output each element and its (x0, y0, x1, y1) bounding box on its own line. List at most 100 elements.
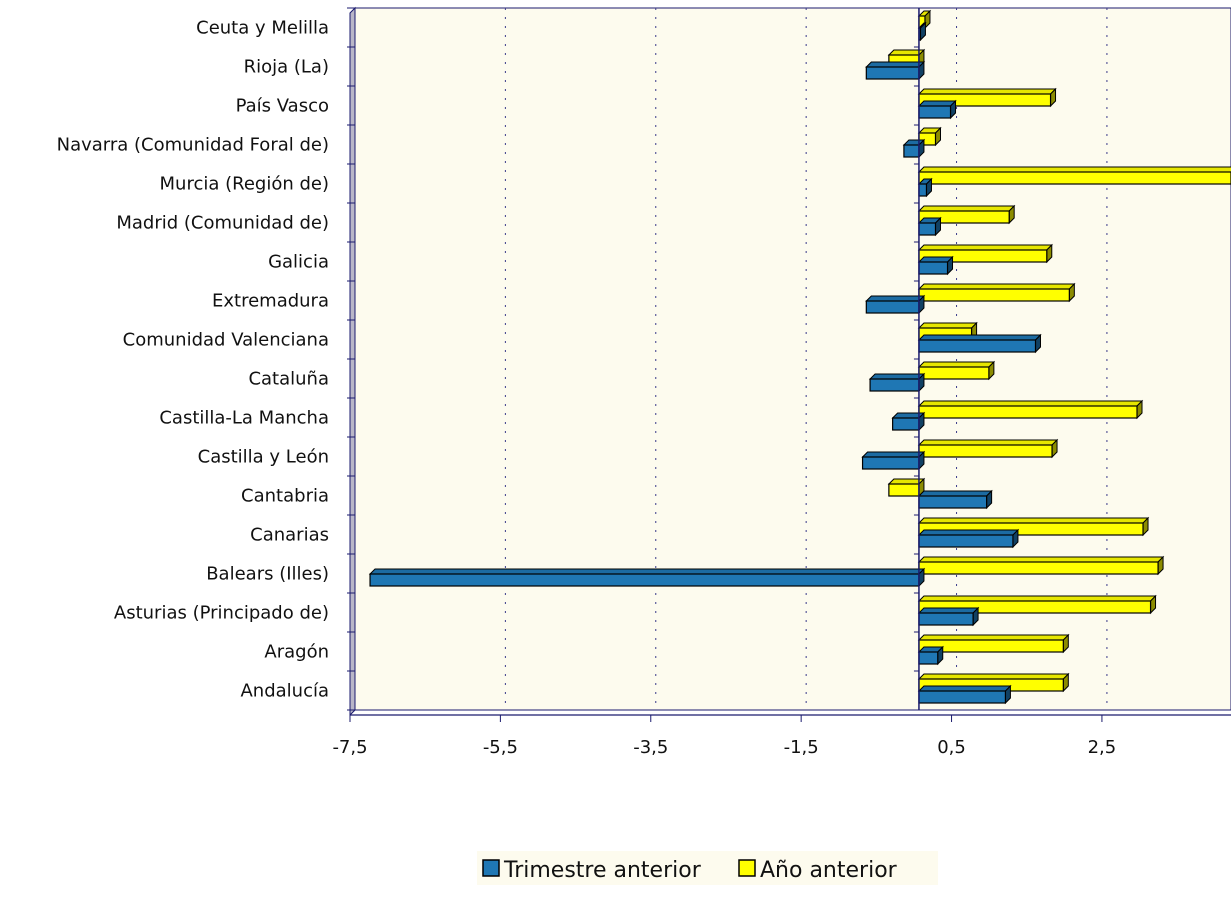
bar-ano-anterior (917, 399, 1144, 420)
bar-ano-anterior-top (917, 283, 1076, 290)
category-label: Castilla y León (198, 447, 329, 468)
bar-trimestre-anterior-top (917, 256, 954, 263)
bar-ano-anterior-front (918, 366, 990, 380)
bar-ano-anterior-top (917, 439, 1059, 446)
bar-trimestre-anterior (917, 21, 927, 42)
bar-trimestre-anterior-front (918, 534, 1014, 548)
bar-ano-anterior (917, 555, 1165, 576)
category-label: Murcia (Región de) (160, 174, 329, 195)
bar-ano-anterior-top (917, 400, 1144, 407)
category-label: País Vasco (236, 96, 329, 117)
bar-trimestre-anterior (917, 255, 954, 276)
bar-ano-anterior-top (917, 634, 1070, 641)
bar-trimestre-anterior-top (865, 61, 926, 68)
bar-trimestre-anterior (891, 411, 926, 432)
bar-trimestre-anterior-front (918, 495, 988, 509)
category-label: Andalucía (240, 681, 329, 702)
bar-ano-anterior-top (917, 595, 1157, 602)
bar-trimestre-anterior-top (865, 295, 926, 302)
legend-box (477, 851, 938, 885)
bar-trimestre-anterior (368, 567, 926, 588)
bar-trimestre-anterior-top (917, 529, 1020, 536)
bar-ano-anterior (917, 126, 942, 147)
bar-ano-anterior-top (917, 361, 996, 368)
bar-trimestre-anterior (865, 60, 926, 81)
bar-trimestre-anterior (917, 333, 1042, 354)
bar-ano-anterior-top (917, 673, 1070, 680)
legend-swatch-ano (738, 859, 756, 877)
category-label: Cantabria (241, 486, 329, 507)
legend: Trimestre anterior Año anterior (477, 851, 938, 885)
x-tick-label: -7,5 (332, 737, 367, 758)
legend-label-ano: Año anterior (760, 858, 898, 883)
legend-label-trimestre: Trimestre anterior (503, 858, 702, 883)
x-tick-label: 0,5 (937, 737, 966, 758)
bar-ano-anterior-top (917, 556, 1165, 563)
category-label: Cataluña (248, 369, 329, 390)
bar-trimestre-anterior-top (868, 373, 926, 380)
bar-trimestre-anterior-front (918, 261, 949, 275)
bar-ano-anterior (917, 438, 1059, 459)
bar-ano-anterior (917, 633, 1070, 654)
bar-trimestre-anterior-top (917, 490, 993, 497)
bar-trimestre-anterior (917, 99, 957, 120)
bar-trimestre-anterior-front (865, 300, 920, 314)
category-label: Navarra (Comunidad Foral de) (57, 135, 329, 156)
plot-side-wall (349, 6, 356, 717)
x-tick-label: 2,5 (1088, 737, 1117, 758)
bar-ano-anterior (917, 204, 1016, 225)
category-label: Madrid (Comunidad de) (116, 213, 329, 234)
bar-ano-anterior-top (917, 166, 1231, 173)
bar-trimestre-anterior-top (368, 568, 926, 575)
legend-swatch-trimestre (482, 859, 500, 877)
bar-trimestre-anterior-top (917, 100, 957, 107)
bar-trimestre-anterior-front (865, 66, 920, 80)
bar-ano-anterior-front (918, 288, 1070, 302)
bar-ano-anterior-front (918, 171, 1231, 185)
bar-trimestre-anterior-front (861, 456, 920, 470)
category-label: Balears (Illes) (206, 564, 329, 585)
category-label: Rioja (La) (244, 57, 329, 78)
category-label: Canarias (250, 525, 329, 546)
bar-trimestre-anterior-front (918, 612, 974, 626)
bar-trimestre-anterior-front (918, 222, 937, 236)
bar-trimestre-anterior (902, 138, 926, 159)
bar-trimestre-anterior-top (917, 685, 1012, 692)
category-label: Ceuta y Melilla (196, 18, 329, 39)
bar-ano-anterior (917, 166, 1231, 186)
category-label: Comunidad Valenciana (123, 330, 329, 351)
bar-ano-anterior-front (918, 444, 1053, 458)
category-label: Aragón (264, 642, 329, 663)
bar-ano-anterior-top (917, 205, 1016, 212)
bar-ano-anterior-top (917, 244, 1053, 251)
bar-trimestre-anterior (917, 645, 944, 666)
bar-trimestre-anterior (917, 177, 933, 198)
bar-ano-anterior-front (918, 405, 1138, 419)
category-label: Castilla-La Mancha (159, 408, 329, 429)
bar-ano-anterior (917, 282, 1076, 303)
bar-ano-anterior (917, 360, 996, 381)
bar-trimestre-anterior (861, 450, 926, 471)
plot-area (354, 7, 1231, 711)
bar-trimestre-anterior-top (917, 607, 980, 614)
bar-trimestre-anterior (917, 684, 1012, 705)
category-label: Galicia (268, 252, 329, 273)
bar-trimestre-anterior-front (918, 183, 928, 197)
bar-trimestre-anterior-top (861, 451, 926, 458)
bar-ano-anterior-front (918, 561, 1159, 575)
bar-trimestre-anterior-front (918, 690, 1007, 704)
bar-ano-anterior-top (917, 322, 978, 329)
bar-trimestre-anterior-front (903, 144, 920, 158)
bar-ano-anterior-front (888, 483, 920, 497)
x-tick-label: -1,5 (784, 737, 819, 758)
bar-trimestre-anterior-top (917, 334, 1042, 341)
bar-trimestre-anterior-front (918, 651, 939, 665)
category-label: Asturias (Principado de) (114, 603, 329, 624)
bar-trimestre-anterior (917, 528, 1020, 549)
bar-trimestre-anterior-front (369, 573, 920, 587)
bar-ano-anterior-top (917, 88, 1057, 95)
bar-trimestre-anterior (917, 606, 980, 627)
bar-trimestre-anterior (865, 294, 926, 315)
bar-trimestre-anterior-front (892, 417, 920, 431)
